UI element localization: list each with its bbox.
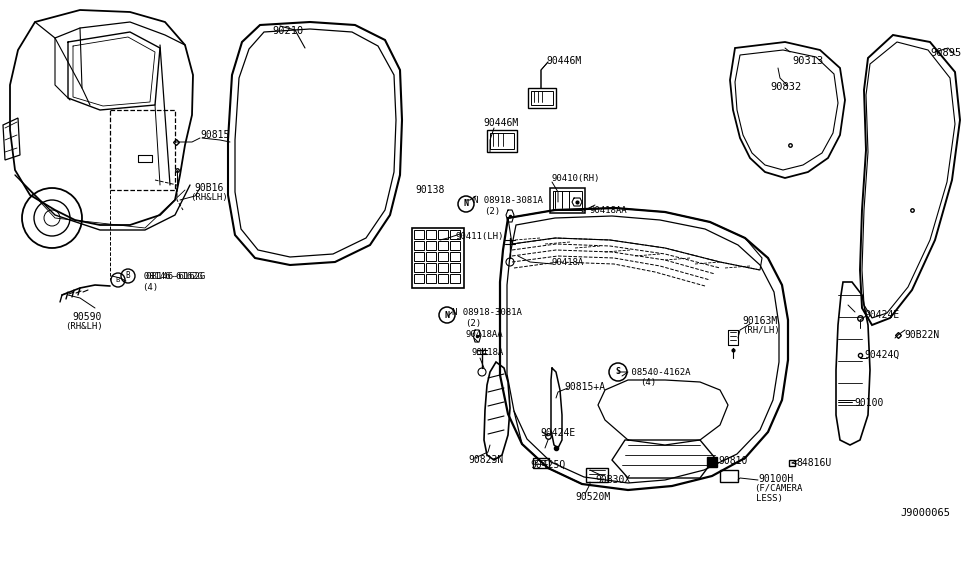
Text: 90425Q: 90425Q bbox=[530, 460, 566, 470]
Text: 90B16: 90B16 bbox=[194, 183, 223, 193]
Bar bbox=[426, 230, 436, 239]
Text: (2): (2) bbox=[484, 207, 500, 216]
Bar bbox=[553, 191, 582, 210]
Text: 90832: 90832 bbox=[770, 82, 801, 92]
Text: 90424Q: 90424Q bbox=[864, 350, 899, 360]
Bar bbox=[412, 228, 464, 288]
Text: N 08918-3081A: N 08918-3081A bbox=[473, 196, 543, 205]
Text: B: B bbox=[116, 277, 120, 283]
Text: (2): (2) bbox=[465, 319, 481, 328]
Bar bbox=[426, 274, 436, 283]
Text: (RH/LH): (RH/LH) bbox=[742, 326, 780, 335]
Bar bbox=[414, 252, 424, 261]
Bar bbox=[550, 188, 585, 213]
Bar bbox=[487, 130, 517, 152]
Text: 90418A: 90418A bbox=[472, 348, 504, 357]
Bar bbox=[528, 88, 556, 108]
Bar bbox=[720, 470, 738, 482]
Text: 90815+A: 90815+A bbox=[564, 382, 605, 392]
Text: 90815: 90815 bbox=[200, 130, 229, 140]
Bar bbox=[414, 263, 424, 272]
Text: 90163M: 90163M bbox=[742, 316, 777, 326]
Text: B: B bbox=[126, 272, 131, 281]
Text: (F/CAMERA: (F/CAMERA bbox=[754, 484, 802, 493]
Bar bbox=[490, 133, 514, 149]
Text: 90418A: 90418A bbox=[551, 258, 583, 267]
Text: 90313: 90313 bbox=[792, 56, 823, 66]
Bar bbox=[426, 241, 436, 250]
Text: 90138: 90138 bbox=[415, 185, 445, 195]
Text: 90418AA: 90418AA bbox=[466, 330, 504, 339]
Text: 90590: 90590 bbox=[72, 312, 101, 322]
Text: N: N bbox=[463, 199, 469, 208]
Text: 90446M: 90446M bbox=[546, 56, 581, 66]
Text: 08540-4162A: 08540-4162A bbox=[626, 368, 690, 377]
Bar bbox=[438, 274, 448, 283]
Bar bbox=[450, 274, 460, 283]
Text: J9000065: J9000065 bbox=[900, 508, 950, 518]
Bar bbox=[450, 263, 460, 272]
Text: 90B30X: 90B30X bbox=[595, 475, 630, 485]
Bar bbox=[414, 274, 424, 283]
Text: 90B22N: 90B22N bbox=[904, 330, 939, 340]
Text: 84816U: 84816U bbox=[796, 458, 832, 468]
Bar bbox=[438, 230, 448, 239]
Text: 90810: 90810 bbox=[718, 456, 748, 466]
Bar bbox=[414, 241, 424, 250]
Text: (4): (4) bbox=[142, 283, 158, 292]
Text: 90424E: 90424E bbox=[864, 310, 899, 320]
Bar bbox=[438, 252, 448, 261]
Text: (RH&LH): (RH&LH) bbox=[190, 193, 227, 202]
Bar bbox=[533, 458, 549, 468]
Text: 90410(RH): 90410(RH) bbox=[551, 174, 600, 183]
Text: LESS): LESS) bbox=[756, 494, 783, 503]
Text: S: S bbox=[615, 367, 620, 376]
Text: 90446M: 90446M bbox=[483, 118, 519, 128]
Bar bbox=[438, 263, 448, 272]
Bar bbox=[450, 241, 460, 250]
Bar bbox=[426, 263, 436, 272]
Text: N 08918-3081A: N 08918-3081A bbox=[452, 308, 522, 317]
Bar bbox=[426, 252, 436, 261]
Text: (4): (4) bbox=[640, 378, 656, 387]
Bar bbox=[531, 91, 553, 105]
Text: 90895: 90895 bbox=[930, 48, 961, 58]
Bar bbox=[414, 230, 424, 239]
Text: 90520M: 90520M bbox=[575, 492, 610, 502]
Text: (RH&LH): (RH&LH) bbox=[65, 322, 102, 331]
Text: 90210: 90210 bbox=[272, 26, 303, 36]
Text: 08146-6162G: 08146-6162G bbox=[133, 272, 203, 281]
Text: 90411(LH): 90411(LH) bbox=[455, 232, 503, 241]
Text: N: N bbox=[445, 311, 449, 319]
Bar bbox=[586, 468, 608, 482]
Text: 90823N: 90823N bbox=[468, 455, 503, 465]
Text: 90424E: 90424E bbox=[540, 428, 575, 438]
Bar bbox=[438, 241, 448, 250]
Text: 90418AA: 90418AA bbox=[590, 206, 628, 215]
Text: 90100H: 90100H bbox=[758, 474, 794, 484]
Text: 08146-6162G: 08146-6162G bbox=[130, 272, 206, 281]
Bar bbox=[450, 230, 460, 239]
Text: 90100: 90100 bbox=[854, 398, 883, 408]
Bar bbox=[450, 252, 460, 261]
